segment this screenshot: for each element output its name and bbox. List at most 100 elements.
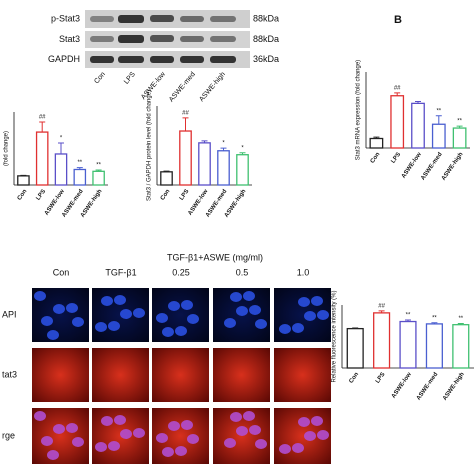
nucleus — [41, 316, 53, 326]
nucleus — [175, 326, 187, 336]
bar — [390, 95, 405, 149]
error-bar — [394, 92, 401, 96]
nucleus — [175, 446, 187, 456]
error-bar — [373, 136, 380, 139]
nucleus — [120, 309, 132, 319]
micrograph — [274, 348, 331, 402]
nucleus — [108, 321, 120, 331]
nucleus — [249, 425, 261, 435]
nucleus — [47, 450, 59, 460]
nucleus — [181, 420, 193, 430]
error-bar — [378, 310, 385, 313]
error-bar — [431, 322, 438, 324]
error-bar — [405, 319, 411, 322]
blot-row-label: GAPDH — [48, 54, 80, 64]
nucleus — [114, 415, 126, 425]
bar — [179, 130, 192, 186]
nucleus — [133, 428, 145, 438]
nucleus — [304, 431, 316, 441]
nucleus — [311, 296, 323, 306]
micrograph — [92, 348, 149, 402]
x-tick-label: LPS — [391, 152, 403, 165]
nucleus — [230, 292, 242, 302]
blot-size-label: 88kDa — [253, 13, 279, 23]
column-label: Con — [53, 267, 70, 277]
nucleus — [243, 411, 255, 421]
bar — [452, 324, 470, 369]
x-tick-label: LPS — [179, 189, 191, 202]
y-axis-label: (fold change) — [4, 131, 10, 166]
row-label: tat3 — [2, 369, 17, 379]
error-bar — [457, 323, 464, 325]
nucleus — [255, 319, 267, 329]
bar — [373, 312, 391, 369]
nucleus — [181, 300, 193, 310]
significance-label: ** — [458, 316, 463, 322]
bar — [425, 323, 443, 369]
error-bar — [58, 142, 64, 154]
nucleus — [249, 305, 261, 315]
bar — [346, 327, 364, 369]
significance-label: ** — [432, 315, 437, 321]
bar — [92, 170, 105, 186]
nucleus — [236, 306, 248, 316]
row-label: API — [2, 309, 17, 319]
column-label: 1.0 — [297, 267, 310, 277]
y-axis-label: Stat3 mRNA expression (fold change) — [356, 60, 362, 160]
blot-lane-label: LPS — [123, 71, 137, 86]
significance-label: ** — [457, 119, 462, 125]
micrograph — [213, 348, 270, 402]
nucleus — [133, 308, 145, 318]
nucleus — [279, 324, 291, 334]
error-bar — [415, 100, 421, 104]
x-tick-label: Con — [17, 188, 29, 201]
error-bar — [39, 121, 46, 133]
nucleus — [292, 443, 304, 453]
nucleus — [120, 429, 132, 439]
significance-label: * — [241, 145, 244, 151]
bar — [431, 123, 446, 149]
significance-label: ** — [436, 108, 441, 114]
error-bar — [352, 327, 359, 329]
x-tick-label: ASWE-med — [420, 151, 444, 181]
nucleus — [311, 416, 323, 426]
significance-label: ## — [39, 115, 46, 121]
column-label: 0.5 — [236, 267, 249, 277]
nucleus — [108, 441, 120, 451]
x-tick-label: ASWE-med — [416, 371, 440, 401]
significance-label: * — [60, 136, 63, 142]
column-label: 0.25 — [172, 267, 190, 277]
blot-row-label: Stat3 — [59, 34, 80, 44]
bar — [369, 137, 384, 149]
bar — [54, 153, 68, 186]
bar — [452, 127, 467, 149]
bar — [35, 131, 49, 186]
nucleus — [66, 303, 78, 313]
significance-label: ## — [378, 303, 385, 309]
y-axis-label: Stat3 / GAPDH protein level (fold change… — [147, 90, 153, 201]
error-bar — [201, 140, 208, 143]
nucleus — [236, 426, 248, 436]
nucleus — [53, 304, 65, 314]
bar — [411, 102, 425, 149]
blot-size-label: 88kDa — [253, 34, 279, 44]
nucleus — [224, 318, 236, 328]
significance-label: ** — [96, 163, 101, 169]
x-tick-label: LPS — [375, 372, 387, 385]
nucleus — [298, 297, 310, 307]
nucleus — [34, 411, 46, 421]
x-tick-label: ASWE-low — [391, 371, 413, 399]
bar — [217, 150, 230, 186]
x-tick-label: ASWE-low — [401, 151, 423, 179]
panel-label: B — [394, 14, 402, 26]
x-tick-label: Con — [160, 188, 172, 201]
blot-lane-label: ASWE-high — [198, 71, 227, 103]
nucleus — [317, 430, 329, 440]
nucleus — [101, 416, 113, 426]
significance-label: ** — [77, 160, 82, 166]
blot-lane-label: ASWE-low — [140, 70, 167, 101]
nucleus — [114, 295, 126, 305]
nucleus — [162, 327, 174, 337]
nucleus — [95, 322, 107, 332]
blot-lane-label: Con — [93, 71, 107, 85]
